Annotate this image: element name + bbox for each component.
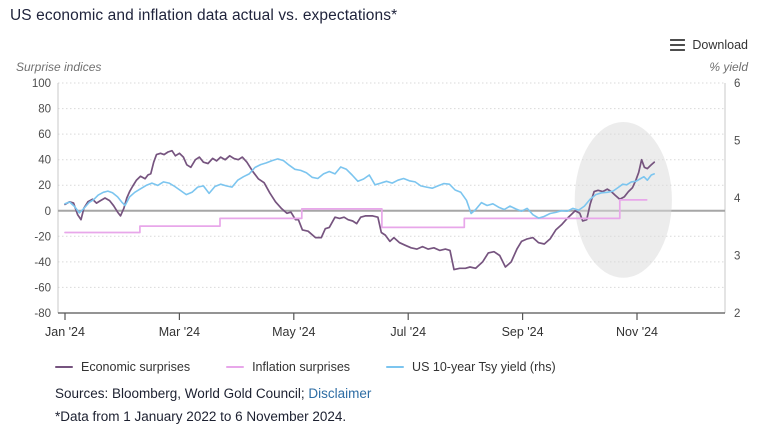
y-left-tick-label: 100 xyxy=(32,78,51,90)
download-label: Download xyxy=(692,38,748,52)
series-line-1 xyxy=(64,199,648,234)
legend-label-economic-surprises: Economic surprises xyxy=(81,360,191,374)
legend-item-inflation-surprises[interactable]: Inflation surprises xyxy=(226,360,350,374)
y-left-tick-label: -80 xyxy=(34,308,51,320)
right-axis-title: % yield xyxy=(709,60,748,74)
y-right-tick-label: 2 xyxy=(734,308,740,320)
sources-text: Sources: Bloomberg, World Gold Council; xyxy=(55,386,309,401)
x-tick-label: Nov '24 xyxy=(616,325,658,339)
chart-footer: Sources: Bloomberg, World Gold Council; … xyxy=(55,386,371,424)
y-left-tick-label: 0 xyxy=(45,206,51,218)
left-axis-title: Surprise indices xyxy=(16,60,101,74)
x-tick-label: Jul '24 xyxy=(390,325,426,339)
y-left-tick-label: 40 xyxy=(38,155,51,167)
x-tick-label: Sep '24 xyxy=(502,325,544,339)
inflation-surprises-swatch xyxy=(226,365,245,369)
legend-item-10y-yield[interactable]: US 10-year Tsy yield (rhs) xyxy=(386,360,556,374)
series-line-2 xyxy=(64,158,656,219)
10y-yield-swatch xyxy=(386,365,405,369)
legend-label-10y-yield: US 10-year Tsy yield (rhs) xyxy=(412,360,556,374)
y-left-tick-label: -20 xyxy=(34,231,51,243)
chart-legend: Economic surprises Inflation surprises U… xyxy=(55,360,556,374)
y-left-tick-label: -40 xyxy=(34,257,51,269)
y-left-tick-label: 80 xyxy=(38,104,51,116)
series-line-0 xyxy=(64,149,656,271)
x-tick-label: May '24 xyxy=(272,325,315,339)
y-right-tick-label: 5 xyxy=(734,136,740,148)
surprise-indices-chart: Jan '24 Mar '24 May '24 Jul '24 Sep '24 Nov '… xyxy=(16,60,748,339)
chart-title: US economic and inflation data actual vs… xyxy=(10,7,398,24)
y-left-tick-label: 20 xyxy=(38,180,51,192)
disclaimer-link[interactable]: Disclaimer xyxy=(308,386,372,401)
data-range-note: *Data from 1 January 2022 to 6 November … xyxy=(55,408,347,424)
y-left-tick-label: -60 xyxy=(34,282,51,294)
y-right-tick-label: 4 xyxy=(734,193,741,205)
x-tick-label: Jan '24 xyxy=(45,325,85,339)
y-right-tick-label: 6 xyxy=(734,78,740,90)
legend-label-inflation-surprises: Inflation surprises xyxy=(252,360,351,374)
download-button[interactable]: Download xyxy=(670,38,748,52)
hamburger-menu-icon xyxy=(670,38,686,52)
sources-line: Sources: Bloomberg, World Gold Council; … xyxy=(55,386,371,402)
x-tick-label: Mar '24 xyxy=(159,325,200,339)
y-left-tick-label: 60 xyxy=(38,129,51,141)
legend-item-economic-surprises[interactable]: Economic surprises xyxy=(55,360,190,374)
economic-surprises-swatch xyxy=(55,365,73,369)
y-right-tick-label: 3 xyxy=(734,251,740,263)
